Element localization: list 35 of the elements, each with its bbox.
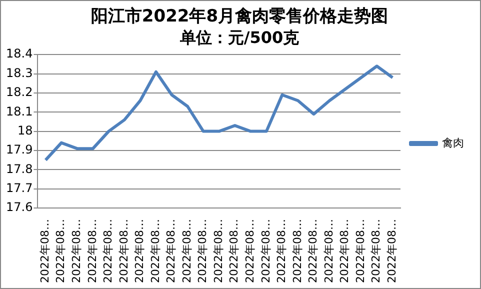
chart-subtitle: 单位：元/500克 bbox=[178, 28, 300, 48]
x-tick-label: 2022年08… bbox=[86, 219, 99, 284]
x-tick-label: 2022年08… bbox=[322, 219, 336, 284]
x-tick-label: 2022年08… bbox=[228, 219, 241, 284]
x-tick-label: 2022年08… bbox=[275, 219, 288, 284]
x-tick-label: 2022年08… bbox=[385, 219, 398, 284]
x-tick-label: 2022年08… bbox=[290, 219, 304, 284]
x-tick-label: 2022年08… bbox=[180, 219, 194, 284]
x-tick-label: 2022年08… bbox=[244, 219, 257, 284]
x-tick-label: 2022年08… bbox=[148, 219, 162, 284]
y-tick-label: 17.6 bbox=[6, 200, 33, 214]
y-tick-label: 18.1 bbox=[6, 104, 33, 118]
x-tick-label: 2022年08… bbox=[259, 219, 272, 284]
y-tick-label: 17.9 bbox=[6, 142, 33, 157]
chart-title: 阳江市2022年8月禽肉零售价格走势图 bbox=[90, 6, 388, 27]
x-tick-label: 2022年08… bbox=[338, 219, 352, 284]
y-tick-label: 18.3 bbox=[6, 66, 33, 80]
x-tick-label: 2022年08… bbox=[354, 219, 367, 284]
x-tick-label: 2022年08… bbox=[212, 219, 225, 284]
x-tick-label: 2022年08… bbox=[70, 219, 84, 284]
x-tick-label: 2022年08… bbox=[38, 219, 52, 284]
x-tick-label: 2022年08… bbox=[117, 219, 130, 284]
x-tick-label: 2022年08… bbox=[133, 219, 146, 284]
y-tick-label: 18.4 bbox=[6, 46, 33, 61]
x-tick-label: 2022年08… bbox=[102, 219, 115, 284]
x-tick-label: 2022年08… bbox=[196, 219, 210, 284]
x-tick-label: 2022年08… bbox=[370, 219, 383, 284]
y-tick-label: 17.8 bbox=[6, 162, 33, 176]
legend-label: 禽肉 bbox=[442, 136, 464, 150]
y-tick-label: 17.7 bbox=[6, 180, 33, 195]
x-tick-label: 2022年08… bbox=[164, 219, 178, 284]
x-tick-label: 2022年08… bbox=[306, 219, 320, 284]
y-tick-label: 18.2 bbox=[6, 85, 33, 100]
x-tick-label: 2022年08… bbox=[54, 219, 68, 284]
y-tick-label: 18 bbox=[17, 123, 33, 138]
